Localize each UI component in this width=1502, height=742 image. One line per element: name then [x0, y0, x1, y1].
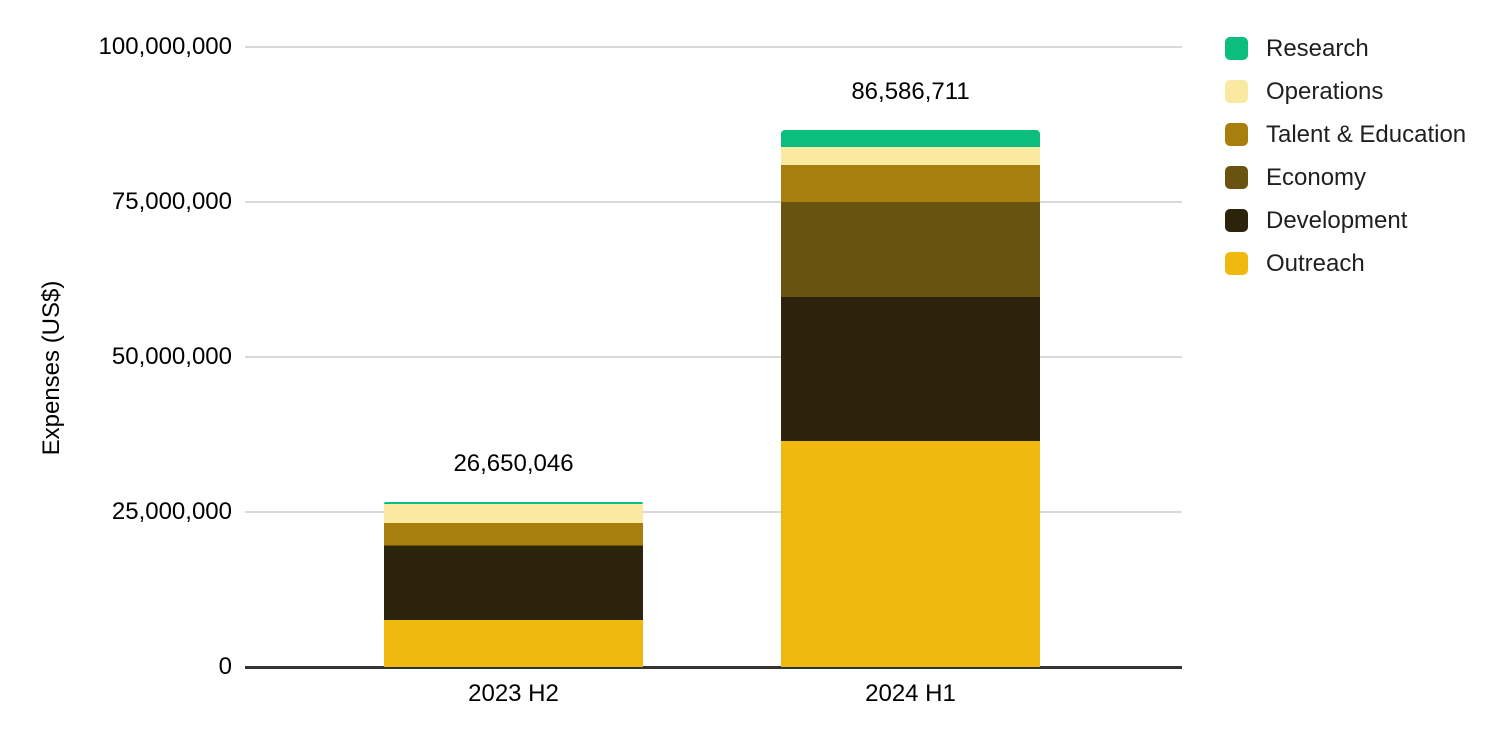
legend-item-outreach[interactable]: Outreach: [1225, 242, 1466, 285]
legend-swatch-operations: [1225, 80, 1248, 103]
segment-operations-2024-h1[interactable]: [781, 146, 1040, 166]
y-tick-label: 0: [218, 653, 232, 680]
legend-swatch-research: [1225, 37, 1248, 60]
gridline: [245, 511, 1182, 513]
x-axis-line: [245, 665, 1182, 669]
segment-research-2023-h2[interactable]: [384, 501, 643, 505]
total-label-2023-h2: 26,650,046: [453, 449, 574, 477]
segment-economy-2024-h1[interactable]: [781, 202, 1040, 298]
legend: Research Operations Talent & Education Econ…: [1225, 27, 1466, 285]
legend-label-outreach: Outreach: [1266, 249, 1365, 277]
segment-economy-2023-h2[interactable]: [384, 545, 643, 547]
segment-operations-2023-h2[interactable]: [384, 504, 643, 523]
legend-item-research[interactable]: Research: [1225, 27, 1466, 70]
legend-swatch-outreach: [1225, 252, 1248, 275]
y-tick-label: 25,000,000: [111, 498, 232, 525]
segment-development-2023-h2[interactable]: [384, 546, 643, 620]
segment-talent-education-2024-h1[interactable]: [781, 165, 1040, 202]
y-tick-label: 75,000,000: [111, 188, 232, 215]
legend-label-economy: Economy: [1266, 163, 1367, 191]
x-label-2023-h2: 2023 H2: [468, 680, 559, 707]
total-label-2024-h1: 86,586,711: [851, 78, 970, 106]
x-label-2024-h1: 2024 H1: [865, 680, 956, 707]
legend-item-economy[interactable]: Economy: [1225, 156, 1466, 199]
gridline: [245, 356, 1182, 358]
segment-research-2024-h1[interactable]: [781, 130, 1040, 147]
y-tick-label: 100,000,000: [98, 33, 232, 60]
legend-item-development[interactable]: Development: [1225, 199, 1466, 242]
gridline: [245, 201, 1182, 203]
segment-outreach-2023-h2[interactable]: [384, 619, 643, 667]
legend-swatch-economy: [1225, 166, 1248, 189]
legend-label-talent-education: Talent & Education: [1266, 120, 1467, 148]
legend-item-talent-education[interactable]: Talent & Education: [1225, 113, 1466, 156]
legend-label-development: Development: [1266, 206, 1408, 234]
legend-label-research: Research: [1266, 34, 1369, 62]
legend-swatch-talent-education: [1225, 123, 1248, 146]
legend-swatch-development: [1225, 209, 1248, 232]
segment-development-2024-h1[interactable]: [781, 297, 1040, 441]
segment-outreach-2024-h1[interactable]: [781, 440, 1040, 667]
gridline: [245, 46, 1182, 48]
y-tick-label: 50,000,000: [111, 343, 232, 370]
legend-label-operations: Operations: [1266, 77, 1384, 105]
segment-talent-education-2023-h2[interactable]: [384, 522, 643, 546]
legend-item-operations[interactable]: Operations: [1225, 70, 1466, 113]
